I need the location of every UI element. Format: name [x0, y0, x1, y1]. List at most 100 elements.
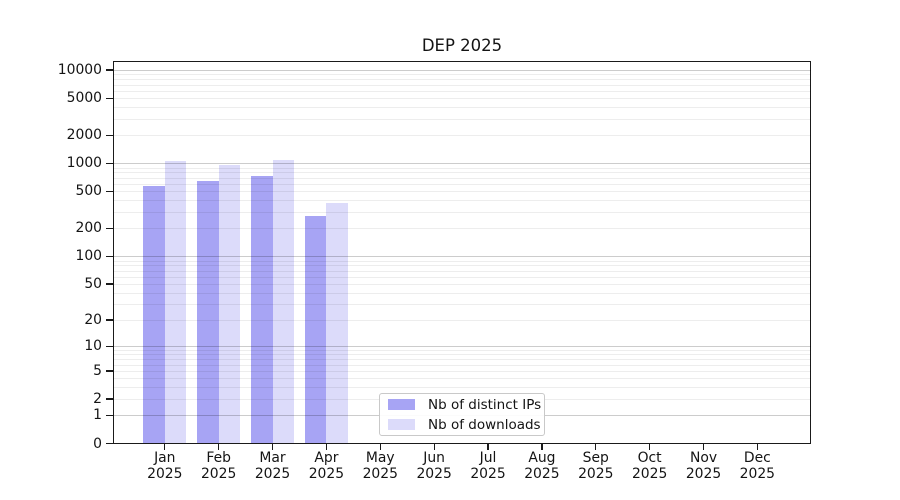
gridline-minor: [113, 84, 811, 86]
bar: [272, 159, 295, 444]
y-tick-mark: [106, 283, 113, 285]
bar: [164, 161, 187, 444]
y-tick-label: 5: [93, 362, 102, 379]
y-tick-label: 10: [84, 338, 102, 355]
x-tick-mark: [648, 443, 651, 450]
x-tick-mark: [271, 443, 274, 450]
gridline-minor: [113, 135, 811, 137]
grid-layer: [113, 61, 811, 444]
gridline-minor: [113, 265, 811, 267]
gridline-minor: [113, 270, 811, 272]
gridline-minor: [113, 184, 811, 186]
gridline-minor: [113, 172, 811, 174]
y-tick-label: 2000: [66, 127, 102, 144]
bar: [218, 165, 241, 444]
gridline-minor: [113, 292, 811, 294]
gridline-minor: [113, 354, 811, 356]
y-tick-label: 500: [75, 183, 102, 200]
legend-item: Nb of downloads: [380, 415, 544, 434]
y-tick-mark: [106, 162, 113, 165]
y-tick-label: 2: [93, 390, 102, 407]
y-tick-mark: [106, 319, 113, 321]
gridline-minor: [113, 387, 811, 389]
bars-layer: [113, 61, 811, 444]
y-tick-label: 200: [75, 220, 102, 237]
gridline-major: [113, 256, 811, 258]
gridline-minor: [113, 90, 811, 92]
bar: [197, 181, 219, 444]
gridline-major: [113, 346, 811, 348]
chart-title: DEP 2025: [421, 36, 503, 55]
legend-swatch-distinct-ips: [388, 399, 415, 410]
x-tick-label: Dec 2025: [739, 450, 776, 482]
x-tick-mark: [487, 443, 489, 450]
legend-label: Nb of downloads: [428, 416, 541, 433]
gridline-minor: [113, 200, 811, 202]
gridline-major: [113, 70, 811, 72]
y-tick-mark: [106, 97, 113, 99]
gridline-minor: [113, 74, 811, 76]
legend-label: Nb of distinct IPs: [428, 396, 542, 413]
bar: [143, 186, 165, 444]
gridline-minor: [113, 350, 811, 352]
x-tick-label: Apr 2025: [308, 450, 345, 482]
x-tick-mark: [702, 443, 705, 450]
x-tick-label: Aug 2025: [524, 450, 560, 482]
gridline-minor: [113, 228, 811, 230]
gridline-minor: [113, 320, 811, 322]
y-tick-mark: [106, 134, 113, 136]
legend-swatch-downloads: [388, 419, 415, 430]
y-tick-mark: [106, 255, 113, 258]
x-tick-mark: [164, 443, 166, 450]
y-tick-mark: [106, 370, 113, 372]
gridline-minor: [113, 370, 811, 372]
gridline-minor: [113, 284, 811, 286]
gridline-minor: [113, 118, 811, 120]
x-tick-mark: [541, 443, 543, 450]
x-tick-label: Sep 2025: [578, 450, 614, 482]
bar: [326, 202, 348, 444]
y-tick-mark: [106, 190, 113, 193]
x-tick-label: Jul 2025: [470, 450, 506, 482]
gridline-minor: [113, 191, 811, 193]
y-tick-label: 1000: [66, 155, 102, 172]
gridline-minor: [113, 378, 811, 380]
gridline-minor: [113, 212, 811, 214]
plot-area: Nb of distinct IPs Nb of downloads: [113, 61, 811, 444]
y-tick-mark: [106, 398, 113, 400]
x-tick-mark: [595, 443, 597, 450]
x-tick-mark: [218, 443, 220, 450]
gridline-minor: [113, 364, 811, 366]
gridline-minor: [113, 167, 811, 169]
x-tick-mark: [756, 443, 759, 450]
gridline-minor: [113, 107, 811, 109]
legend: Nb of distinct IPs Nb of downloads: [379, 393, 545, 436]
bar: [250, 176, 273, 444]
x-tick-mark: [379, 443, 381, 450]
gridline-minor: [113, 260, 811, 262]
x-tick-mark: [433, 443, 435, 450]
y-tick-mark: [106, 345, 113, 347]
y-tick-label: 20: [84, 312, 102, 329]
y-tick-mark: [106, 414, 113, 417]
y-tick-mark: [106, 69, 113, 71]
gridline-minor: [113, 304, 811, 306]
gridline-minor: [113, 98, 811, 100]
y-tick-label: 0: [93, 435, 102, 452]
gridline-minor: [113, 79, 811, 81]
y-tick-label: 10000: [57, 62, 102, 79]
x-tick-label: Nov 2025: [685, 450, 722, 482]
gridline-minor: [113, 276, 811, 278]
x-tick-label: May 2025: [362, 450, 398, 482]
legend-item: Nb of distinct IPs: [380, 395, 544, 414]
bar: [304, 216, 327, 444]
gridline-major: [113, 163, 811, 165]
x-tick-mark: [325, 443, 328, 450]
y-tick-mark: [106, 227, 113, 230]
x-tick-label: Jun 2025: [416, 450, 452, 482]
gridline-minor: [113, 177, 811, 179]
y-tick-mark: [106, 442, 113, 445]
y-tick-label: 5000: [66, 90, 102, 107]
x-tick-label: Mar 2025: [254, 450, 291, 482]
y-tick-label: 100: [75, 248, 102, 265]
